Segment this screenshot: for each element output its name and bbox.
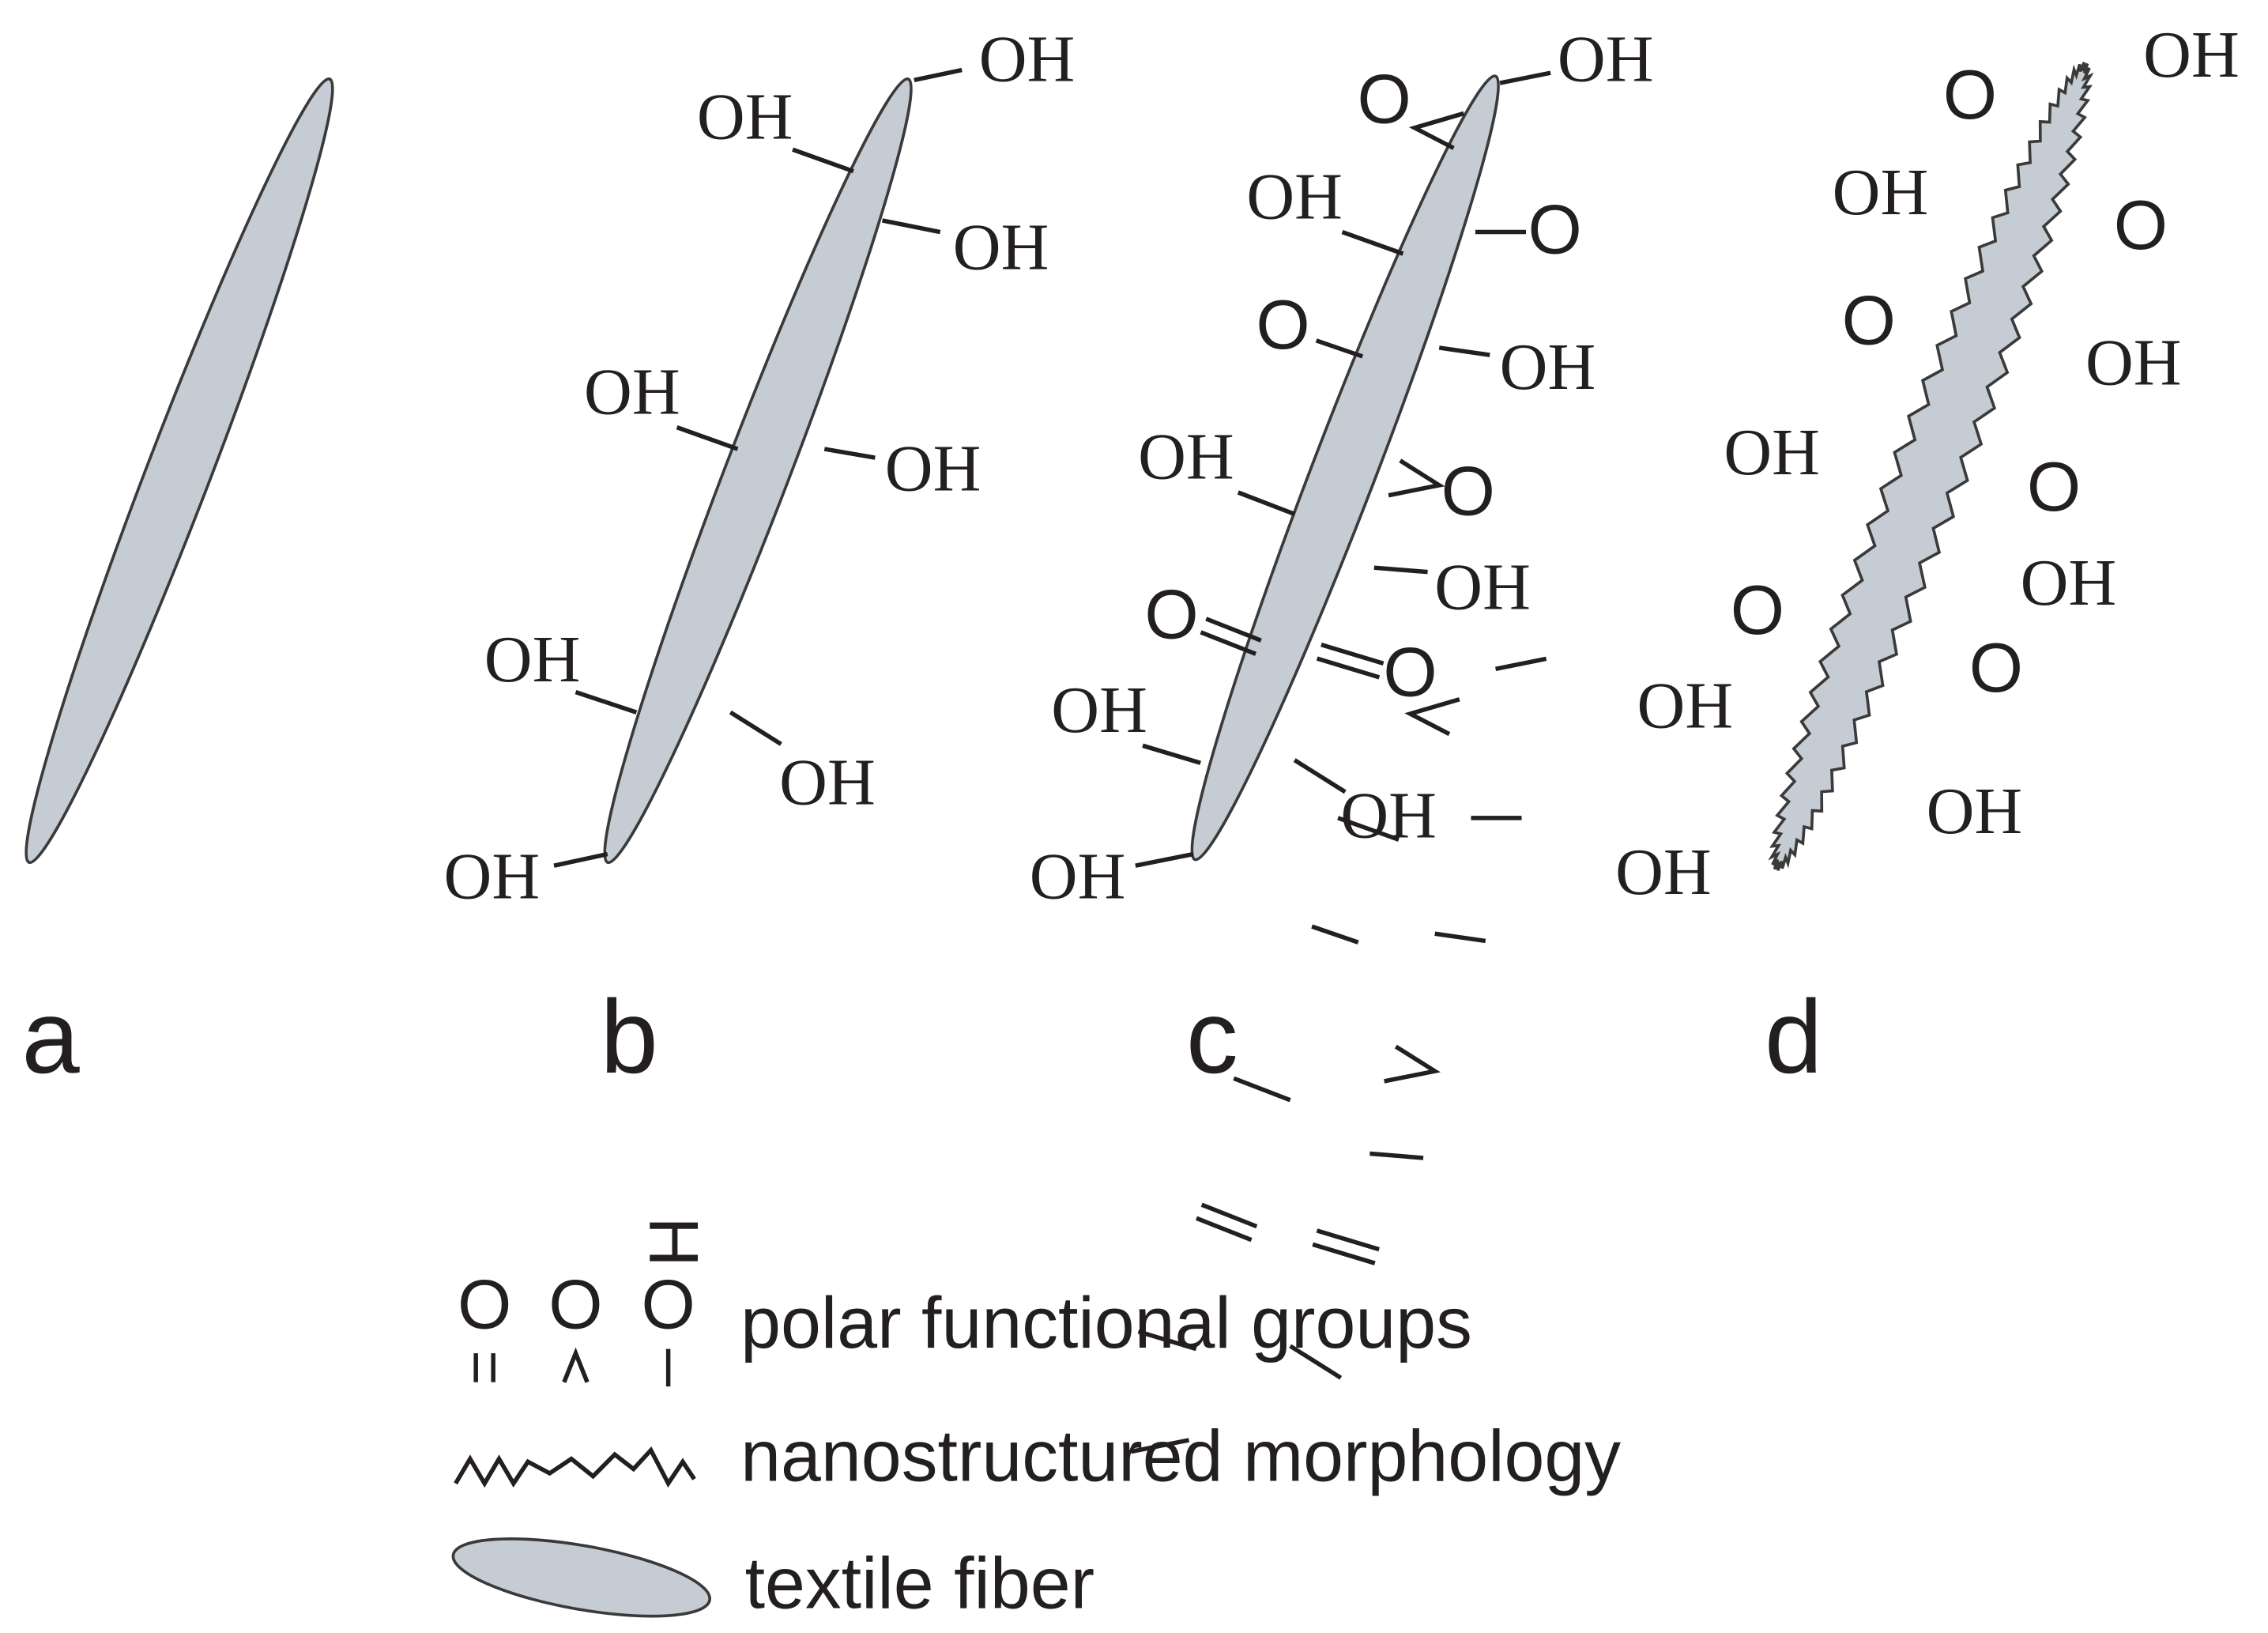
legend-symbol: O xyxy=(458,1265,511,1343)
double-bond xyxy=(1200,630,1257,656)
panel-label: d xyxy=(1765,979,1822,1095)
functional-group: O xyxy=(1842,281,1896,360)
epoxide-bond xyxy=(1384,1044,1441,1084)
bond xyxy=(1135,851,1194,868)
double-bond xyxy=(1316,656,1381,680)
bond xyxy=(1137,1329,1197,1352)
functional-group: O xyxy=(1383,632,1437,711)
functional-group: OH xyxy=(444,840,541,914)
functional-group: OH xyxy=(779,746,876,820)
bond xyxy=(575,689,638,715)
functional-group: O xyxy=(1731,571,1784,649)
functional-group: OH xyxy=(1340,779,1437,853)
bond xyxy=(1315,338,1364,359)
functional-group: OH xyxy=(1558,22,1654,96)
bond xyxy=(1289,1344,1343,1380)
functional-group: O xyxy=(2114,186,2168,264)
legend-text: polar functional groups xyxy=(740,1283,1472,1363)
fiber xyxy=(1190,74,1500,862)
epoxide-bond xyxy=(1404,697,1460,737)
bond xyxy=(1438,345,1490,357)
functional-group: O xyxy=(1441,452,1495,530)
bond xyxy=(1337,816,1400,842)
functional-group: OH xyxy=(1051,673,1147,747)
double-bond xyxy=(1195,1216,1253,1243)
zigzag-icon xyxy=(454,1446,696,1488)
bond xyxy=(1237,490,1296,517)
bond xyxy=(914,67,963,83)
legend-symbol: H xyxy=(635,1216,713,1266)
bond xyxy=(729,710,782,746)
fiber-nanostructured xyxy=(1768,62,2094,871)
bond xyxy=(881,218,941,235)
fiber-icon xyxy=(451,1537,712,1618)
functional-group: O xyxy=(1528,190,1581,268)
fiber xyxy=(24,77,334,865)
functional-group: OH xyxy=(697,81,793,154)
panel-label: c xyxy=(1186,979,1238,1095)
functional-group: OH xyxy=(1500,330,1596,404)
panel-label: b xyxy=(601,979,658,1095)
bond xyxy=(553,851,608,868)
functional-group: OH xyxy=(1615,835,1712,909)
functional-group: OH xyxy=(885,432,981,505)
functional-group: O xyxy=(1943,55,1997,134)
legend-symbol: O xyxy=(641,1265,695,1343)
functional-group: O xyxy=(1256,285,1309,364)
functional-group: O xyxy=(1144,575,1198,653)
bond xyxy=(823,447,876,460)
functional-group: OH xyxy=(1030,840,1126,914)
bond xyxy=(792,147,854,174)
functional-group: OH xyxy=(1833,156,1929,229)
functional-group: OH xyxy=(1927,775,2023,848)
epoxide-bond xyxy=(1408,111,1465,150)
bond xyxy=(1434,931,1486,944)
functional-group: OH xyxy=(1434,550,1531,624)
double-bond xyxy=(1312,1242,1376,1265)
bond xyxy=(1142,743,1201,765)
legend-text: nanostructured morphology xyxy=(740,1416,1621,1497)
functional-group: OH xyxy=(2143,18,2240,92)
epoxide-icon xyxy=(562,1347,590,1383)
functional-group: OH xyxy=(2085,326,2182,400)
double-bond xyxy=(1320,642,1385,666)
epoxide-bond xyxy=(1388,458,1445,498)
functional-group: OH xyxy=(1138,421,1234,494)
double-bond xyxy=(1316,1228,1380,1252)
functional-group: OH xyxy=(584,355,680,428)
bond xyxy=(1233,1076,1291,1103)
functional-group: OH xyxy=(1724,416,1820,489)
bond xyxy=(1293,758,1347,794)
bond xyxy=(1495,656,1547,671)
functional-group: OH xyxy=(1246,160,1343,233)
functional-group: OH xyxy=(979,22,1076,96)
double-bond xyxy=(1200,1202,1258,1229)
bond xyxy=(1373,565,1428,575)
legend-symbol: O xyxy=(548,1265,602,1343)
functional-group: OH xyxy=(1637,669,1734,743)
bond xyxy=(1130,1438,1190,1454)
bond xyxy=(1499,70,1551,85)
bond xyxy=(1369,1151,1424,1160)
functional-group: OH xyxy=(953,210,1049,284)
functional-group: OH xyxy=(2021,546,2117,620)
fiber xyxy=(603,77,913,865)
functional-group: O xyxy=(2027,447,2081,526)
functional-group: OH xyxy=(484,623,581,696)
bond xyxy=(1341,229,1404,256)
double-bond xyxy=(1205,617,1262,643)
bond xyxy=(1311,924,1359,945)
panel-label: a xyxy=(21,979,80,1095)
functional-group: O xyxy=(1357,60,1411,138)
functional-group: O xyxy=(1969,628,2023,707)
bond xyxy=(676,425,739,451)
legend-text: textile fiber xyxy=(745,1544,1094,1624)
